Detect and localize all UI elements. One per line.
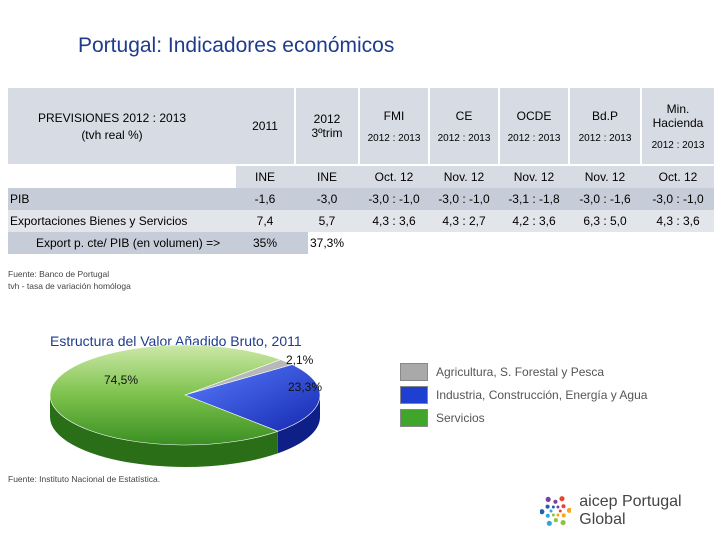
table-cell: 4,2 : 3,6 [512, 214, 556, 228]
table-cell: -3,1 : -1,8 [508, 192, 560, 206]
logo-dot [566, 507, 572, 513]
legend-swatch-agriculture [400, 363, 428, 381]
table-cell: 5,7 [318, 214, 336, 228]
forecast-header-line2: (tvh real %) [81, 128, 143, 142]
pie-source: Fuente: Instituto Nacional de Estatístic… [8, 474, 161, 484]
pie-label-services: 74,5% [104, 373, 139, 387]
table-cell: -3,0 : -1,6 [579, 192, 631, 206]
logo-dot [545, 504, 550, 509]
forecast-header-cell [8, 88, 236, 164]
column-header-title: Min. Hacienda [652, 101, 704, 130]
logo-dot [549, 509, 553, 513]
column-header-6: Min. Hacienda 2012 : 2013 [642, 88, 714, 164]
pie-chart [49, 344, 321, 467]
logo-dot [545, 496, 551, 502]
row-label-export-ratio: Export p. cte/ PIB (en volumen) => [36, 236, 221, 250]
logo-dot [553, 518, 558, 523]
source-cell: Nov. 12 [513, 170, 555, 184]
column-header-title: 2011 [252, 119, 278, 133]
table-source: Fuente: Banco de Portugal tvh - tasa de … [8, 268, 131, 292]
sources-row: INE INE Oct. 12 Nov. 12 Nov. 12 Nov. 12 Oct. 1… [8, 166, 714, 188]
table-cell: 35% [252, 236, 278, 250]
table-cell: -3,0 : -1,0 [438, 192, 490, 206]
logo-dot [556, 513, 560, 517]
table-cell: -1,6 [254, 192, 276, 206]
logo-dot [561, 513, 566, 518]
row-label-exports: Exportaciones Bienes y Servicios [10, 214, 188, 228]
logo-dot [540, 509, 545, 515]
column-header-0: 2011 [236, 88, 294, 164]
aicep-logo: aicep Portugal Global [540, 493, 720, 529]
table-cell: -3,0 : -1,0 [652, 192, 704, 206]
logo-dot [556, 505, 560, 509]
table-cell: -3,0 [316, 192, 338, 206]
source-cell: Oct. 12 [374, 170, 414, 184]
logo-dot [559, 496, 565, 502]
column-header-period: 2012 : 2013 [367, 132, 421, 144]
source-cell: Nov. 12 [443, 170, 485, 184]
legend-item-services: Servicios [400, 409, 485, 427]
legend-item-agriculture: Agricultura, S. Forestal y Pesca [400, 363, 604, 381]
logo-dot [560, 520, 566, 526]
column-header-period: 2012 : 2013 [437, 132, 491, 144]
source-cell: INE [316, 170, 337, 184]
table-cell: 4,3 : 2,7 [442, 214, 486, 228]
aicep-logo-mark-icon [540, 496, 572, 526]
legend-swatch-industry [400, 386, 428, 404]
table-cell: -3,0 : -1,0 [368, 192, 420, 206]
pie-title: Estructura del Valor Añadido Bruto, 2011 [50, 333, 302, 349]
column-header-period: 2012 : 2013 [578, 132, 632, 144]
pie-label-industry: 23,3% [288, 380, 323, 394]
pie-slice-services [49, 344, 282, 446]
table-row-export-ratio: Export p. cte/ PIB (en volumen) => 35% 37… [8, 232, 714, 254]
logo-dot [545, 513, 550, 518]
table-source-line1: Fuente: Banco de Portugal [8, 269, 110, 279]
legend-label-services: Servicios [436, 411, 485, 425]
column-header-3: CE 2012 : 2013 [430, 88, 498, 164]
source-cell: INE [254, 170, 275, 184]
table-cell: 4,3 : 3,6 [372, 214, 416, 228]
column-header-title: 2012 3ºtrim [311, 112, 343, 140]
page-title: Portugal: Indicadores económicos [78, 34, 395, 57]
column-header-period: 2012 : 2013 [507, 132, 561, 144]
sources-row-bg [236, 166, 714, 188]
column-header-title: FMI [383, 108, 405, 123]
aicep-logo-text: aicep Portugal Global [579, 493, 682, 528]
column-header-title: Bd.P [591, 108, 618, 123]
table-cell: 6,3 : 5,0 [583, 214, 627, 228]
logo-dot [561, 504, 566, 509]
logo-dot [551, 505, 555, 509]
logo-dot [558, 509, 562, 513]
row-label-pib: PIB [10, 192, 30, 206]
column-header-title: OCDE [516, 108, 552, 123]
pie-slice-industry-side [277, 395, 320, 454]
legend-label-industry: Industria, Construcción, Energía y Agua [436, 388, 648, 402]
column-header-4: OCDE 2012 : 2013 [500, 88, 568, 164]
legend-label-agriculture: Agricultura, S. Forestal y Pesca [436, 365, 605, 379]
column-header-5: Bd.P 2012 : 2013 [570, 88, 640, 164]
forecast-header-label: PREVISIONES 2012 : 2013 (tvh real %) [12, 110, 212, 144]
column-header-title: CE [455, 108, 473, 123]
column-header-2: FMI 2012 : 2013 [360, 88, 428, 164]
column-header-1: 2012 3ºtrim [296, 88, 358, 164]
source-cell: Oct. 12 [658, 170, 698, 184]
table-cell: 7,4 [256, 214, 274, 228]
pie-slice-services-side [50, 395, 278, 467]
table-cell: 4,3 : 3,6 [656, 214, 700, 228]
legend-item-industry: Industria, Construcción, Energía y Agua [400, 386, 647, 404]
table-cell: 37,3% [309, 236, 345, 250]
pie-slice-industry [184, 364, 321, 432]
table-row-exports: Exportaciones Bienes y Servicios 7,4 5,7 4… [8, 210, 714, 232]
pie-label-agriculture: 2,1% [286, 353, 314, 367]
column-header-period: 2012 : 2013 [651, 139, 705, 151]
export-ratio-bg [8, 232, 308, 254]
logo-dot [546, 520, 552, 526]
logo-dot [551, 513, 555, 517]
forecast-header-line1: PREVISIONES 2012 : 2013 [37, 111, 187, 125]
logo-dot [553, 499, 558, 504]
table-source-line2: tvh - tasa de variación homóloga [8, 281, 131, 291]
source-cell: Nov. 12 [584, 170, 626, 184]
table-row-pib: PIB -1,6 -3,0 -3,0 : -1,0 -3,0 : -1,0 -3,1 :… [8, 188, 714, 210]
legend-swatch-services [400, 409, 428, 427]
